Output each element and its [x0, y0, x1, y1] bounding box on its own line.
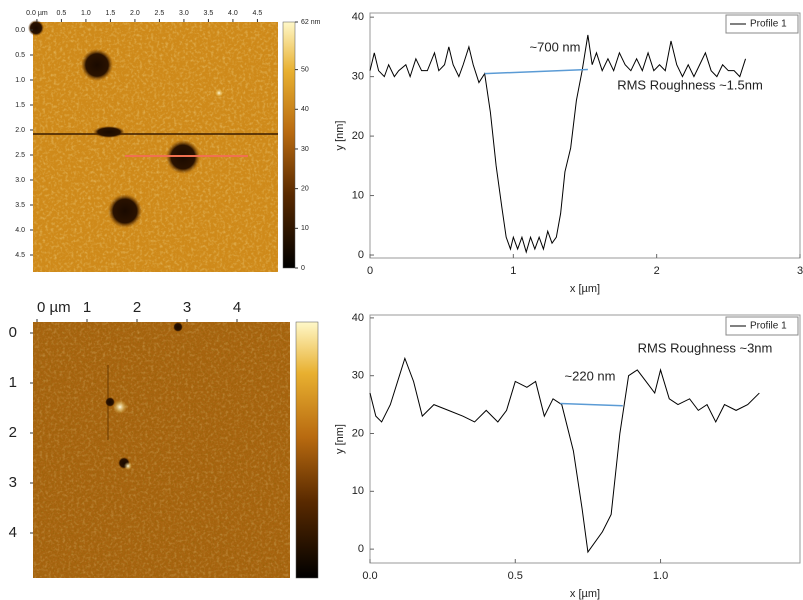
y-tick-label: 3 — [9, 474, 17, 491]
y-tick-label: 0 — [9, 324, 17, 341]
annotation: ~700 nm — [530, 39, 581, 54]
y-axis-label: y [nm] — [334, 121, 346, 151]
x-tick-label: 3 — [797, 265, 803, 277]
y-tick-label: 20 — [352, 427, 364, 439]
x-tick-label: 2.5 — [155, 10, 165, 17]
x-tick-label: 2.0 — [130, 10, 140, 17]
legend-label: Profile 1 — [750, 19, 787, 30]
x-tick-label: 1.5 — [106, 10, 116, 17]
x-tick-label: 1.0 — [81, 10, 91, 17]
x-tick-label: 2 — [133, 299, 141, 316]
y-tick-label: 4.5 — [15, 252, 25, 259]
colorbar-tick-label: 50 — [301, 66, 309, 73]
x-tick-label: 3 — [183, 299, 191, 316]
legend-label: Profile 1 — [750, 321, 787, 332]
y-tick-label: 40 — [352, 312, 364, 324]
legend-box — [725, 14, 799, 34]
y-tick-label: 4.0 — [15, 227, 25, 234]
y-axis-label: y [nm] — [334, 424, 346, 454]
legend-box — [725, 316, 799, 336]
annotation: RMS Roughness ~1.5nm — [617, 77, 763, 92]
x-tick-label: 4.5 — [253, 10, 263, 17]
colorbar-tick-label: 10 — [301, 225, 309, 232]
x-axis-label: x [µm] — [570, 283, 600, 295]
x-tick-label: 1 — [510, 265, 516, 277]
y-tick-label: 2.5 — [15, 152, 25, 159]
x-tick-label: 1 — [83, 299, 91, 316]
width-line — [560, 402, 623, 407]
x-tick-label: 0.5 — [508, 570, 523, 582]
x-tick-label: 2 — [654, 265, 660, 277]
x-tick-label: 0 — [367, 265, 373, 277]
colorbar-tick-label: 62 nm — [301, 19, 321, 26]
y-tick-label: 10 — [352, 189, 364, 201]
x-tick-label: 4 — [233, 299, 241, 316]
plot-frame — [369, 314, 801, 564]
plot-frame — [369, 12, 801, 259]
y-tick-label: 1 — [9, 374, 17, 391]
colorbar-tick-label: 0 — [301, 265, 305, 272]
y-tick-label: 1.0 — [15, 77, 25, 84]
y-tick-label: 2 — [9, 424, 17, 441]
annotation: ~220 nm — [565, 368, 616, 383]
y-tick-label: 30 — [352, 370, 364, 382]
x-axis-label: x [µm] — [570, 588, 600, 600]
y-tick-label: 20 — [352, 130, 364, 142]
profile-line — [369, 34, 747, 254]
y-tick-label: 40 — [352, 11, 364, 23]
width-line — [484, 68, 588, 75]
colorbar-tick-label: 40 — [301, 106, 309, 113]
y-tick-label: 1.5 — [15, 102, 25, 109]
y-tick-label: 4 — [9, 524, 17, 541]
y-tick-label: 3.0 — [15, 177, 25, 184]
x-tick-label: 0.5 — [57, 10, 67, 17]
profile-line — [369, 356, 760, 554]
y-tick-label: 30 — [352, 71, 364, 83]
x-tick-label: 0.0 — [362, 570, 377, 582]
afm-image-top — [28, 20, 296, 272]
y-tick-label: 2.0 — [15, 127, 25, 134]
x-tick-label: 0 µm — [37, 299, 71, 316]
y-tick-label: 0 — [358, 543, 364, 555]
y-tick-label: 10 — [352, 485, 364, 497]
x-tick-label: 1.0 — [653, 570, 668, 582]
y-tick-label: 0.5 — [15, 52, 25, 59]
x-tick-label: 0.0 µm — [26, 10, 48, 17]
y-tick-label: 3.5 — [15, 202, 25, 209]
colorbar-tick-label: 30 — [301, 146, 309, 153]
x-tick-label: 4.0 — [228, 10, 238, 17]
x-tick-label: 3.0 — [179, 10, 189, 17]
annotation: RMS Roughness ~3nm — [638, 340, 773, 355]
y-tick-label: 0 — [358, 249, 364, 261]
x-tick-label: 3.5 — [204, 10, 214, 17]
afm-image-bottom — [33, 321, 319, 579]
colorbar-tick-label: 20 — [301, 185, 309, 192]
y-tick-label: 0.0 — [15, 27, 25, 34]
